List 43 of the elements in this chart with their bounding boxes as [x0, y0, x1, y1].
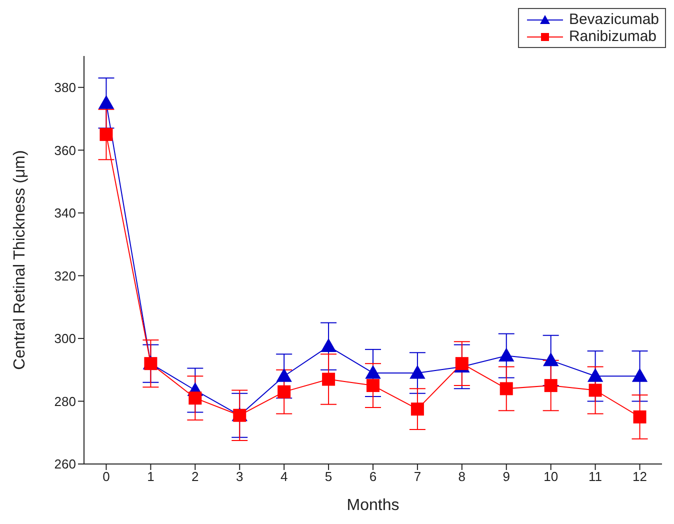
point [588, 384, 602, 397]
point [366, 365, 380, 379]
point [98, 96, 114, 109]
x-tick-label: 4 [280, 469, 288, 484]
x-tick-label: 9 [502, 469, 510, 484]
legend-label: Bevazicumab [568, 11, 659, 28]
x-tick-label: 1 [147, 469, 154, 484]
point [500, 382, 513, 396]
point [322, 372, 336, 386]
x-tick-label: 3 [236, 469, 244, 484]
point [410, 365, 425, 379]
point [633, 410, 646, 424]
point [188, 392, 202, 405]
x-tick-label: 0 [102, 469, 110, 484]
x-axis-title: Months [346, 497, 400, 514]
y-tick-label: 260 [54, 456, 76, 472]
y-tick-label: 320 [54, 268, 76, 284]
legend-label: Ranibizumab [568, 28, 656, 45]
point [544, 379, 558, 392]
point [632, 368, 648, 382]
y-tick-label: 380 [54, 80, 76, 95]
y-tick-label: 280 [54, 394, 76, 409]
y-tick-label: 360 [54, 142, 76, 158]
x-tick-label: 6 [369, 469, 377, 484]
point [410, 402, 424, 416]
point [276, 368, 292, 382]
y-axis-title: Central Retinal Thickness (μm) [12, 150, 29, 370]
x-tick-label: 10 [544, 469, 558, 484]
x-tick-label: 12 [632, 469, 648, 484]
y-tick-label: 300 [54, 331, 76, 346]
point [321, 338, 336, 352]
point [100, 128, 113, 141]
y-tick-label: 340 [54, 206, 76, 221]
x-tick-label: 11 [588, 469, 602, 484]
point [543, 352, 558, 366]
x-tick-label: 2 [192, 469, 199, 484]
point [278, 385, 291, 398]
x-tick-label: 5 [324, 469, 332, 484]
x-tick-label: 8 [458, 469, 466, 484]
point [366, 379, 380, 392]
point [588, 368, 603, 382]
point [498, 348, 514, 362]
x-tick-label: 7 [414, 469, 422, 484]
